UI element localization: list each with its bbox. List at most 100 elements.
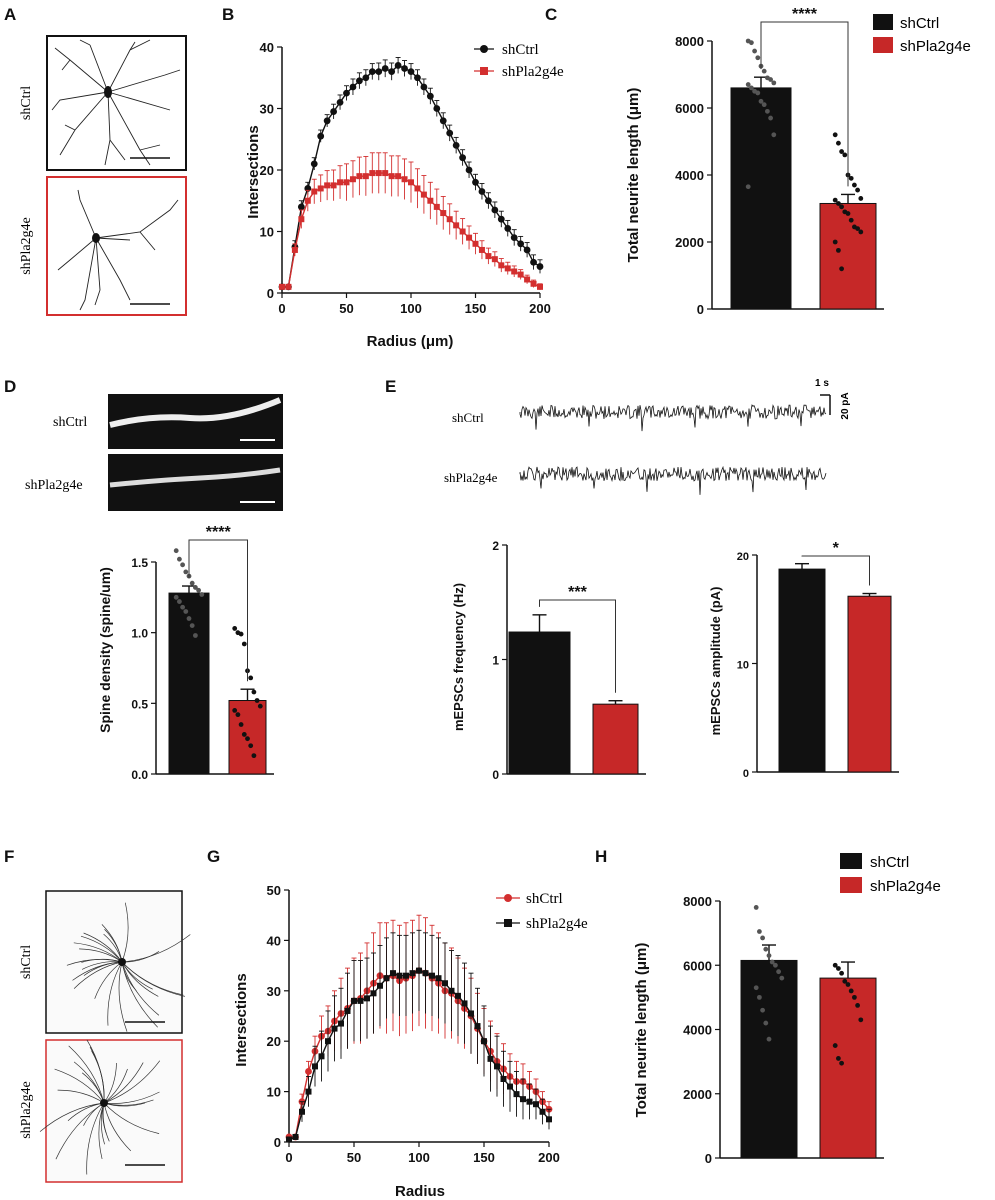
chart-g-point [409,970,416,977]
chart-b-point [395,173,402,180]
chart-g-point [435,975,442,982]
chart-d-data-point [245,736,250,742]
neuron-drawing-ctrl [51,39,181,166]
chart-b-point [356,77,363,85]
chart-b-point [524,276,531,283]
panel-letter-b: B [222,5,234,24]
chart-g-point [461,1000,468,1007]
chart-c-data-point [745,82,751,87]
chart-e-frequency: mEPSCs frequency (Hz) 0 1 2 *** [451,539,646,782]
chart-g-point [377,982,383,989]
chart-e2-significance: * [833,540,840,557]
chart-h-data-point [832,1043,838,1048]
chart-b-y-tick-label: 10 [260,225,274,240]
chart-c-significance: **** [792,6,818,23]
neuron-image-f-sh [45,1039,183,1183]
chart-c-y-tick-label: 6000 [675,101,704,116]
chart-g-point [416,967,422,974]
chart-b-point [349,83,357,91]
chart-c-data-point [839,149,844,154]
a-label-ctrl: shCtrl [19,86,34,120]
chart-d-data-point [189,580,195,586]
chart-g-x-tick-label: 200 [538,1150,560,1165]
chart-d-y-tick-label: 1.5 [131,556,148,570]
chart-c-data-point [848,175,854,181]
chart-b-point [472,240,479,247]
chart-e2-bar-sh [847,595,892,773]
chart-b-point [427,197,434,204]
chart-c-bar-ctrl [730,87,792,310]
branch [103,1102,160,1134]
panel-letter-h: H [595,847,607,866]
chart-g-point [526,1098,533,1105]
chart-b-point [388,68,396,75]
chart-d-data-point [232,626,238,631]
e-label-ctrl: shCtrl [452,410,484,425]
chart-g-y-tick-label: 10 [267,1085,281,1100]
chart-g-point [442,980,448,987]
chart-e2-bar-ctrl [778,568,826,773]
branch [103,1062,144,1104]
chart-c-data-point [755,90,761,96]
chart-g-point [331,1025,338,1032]
chart-d-data-point [196,587,202,593]
neuron-image-f-ctrl [45,890,183,1034]
chart-d-data-point [180,604,186,610]
chart-b-y-tick-label: 30 [260,102,274,117]
branch [103,1060,161,1104]
chart-g-y-tick-label: 40 [267,933,281,948]
chart-b-point [497,215,505,223]
chart-c-data-point [752,48,757,54]
branch [103,1091,160,1104]
chart-d-ylabel: Spine density (spine/um) [97,567,113,733]
chart-c-legend-text-1: shPla2g4e [900,38,971,55]
chart-b-x-tick-label: 200 [529,301,551,316]
chart-h-data-point [757,994,762,1000]
trace-ctrl [519,404,827,432]
chart-g-point [520,1096,526,1103]
chart-d-data-point [199,592,205,597]
chart-c-legend-text-0: shCtrl [900,15,939,32]
chart-b-point [491,206,499,214]
chart-h-data-point [842,978,848,984]
chart-b-point [317,132,325,140]
chart-b-point [336,98,344,106]
chart-e-amplitude: mEPSCs amplitude (pA) 0 10 20 * [708,540,899,780]
chart-b-point [459,228,466,235]
dendrite-sh-shape [109,467,281,488]
chart-d-data-point [193,633,198,638]
branch [55,1102,105,1160]
chart-b-point [297,203,305,211]
chart-b-point [485,253,492,260]
chart-g-point [312,1063,318,1070]
chart-c-significance-bracket [760,21,849,187]
chart-g-point [338,1020,344,1027]
dendrite-ctrl-shape [109,397,282,428]
chart-b-x-tick-label: 50 [339,301,353,316]
chart-b-point [375,170,382,177]
chart-b-point [420,83,428,91]
chart-c-data-point [845,211,851,216]
chart-d-data-point [177,599,182,604]
branch [98,1102,105,1159]
chart-h-ylabel: Total neurite length (μm) [633,943,650,1118]
chart-g-y-tick-label: 50 [267,883,281,898]
chart-e1-bar-sh [592,703,639,775]
chart-e1-significance-bracket [539,599,616,693]
chart-b-point [382,170,389,177]
chart-e2-y-tick-label: 10 [737,660,749,672]
chart-b-point [530,258,537,266]
chart-g-point [318,1053,325,1060]
chart-g-point [539,1108,546,1115]
chart-d-data-point [173,594,179,600]
chart-d-data-point [241,732,247,737]
chart-b-point [511,268,518,275]
chart-h-data-point [776,969,781,975]
chart-b-point [401,176,408,183]
chart-e2-y-tick-label: 20 [737,551,749,563]
chart-h-bar-ctrl [740,959,798,1159]
chart-b-sholl: Intersections Radius (μm) shCtrl shPla2g… [245,40,564,350]
chart-b-point [317,185,324,192]
chart-h-data-point [855,1003,860,1008]
chart-b-point [452,142,460,149]
